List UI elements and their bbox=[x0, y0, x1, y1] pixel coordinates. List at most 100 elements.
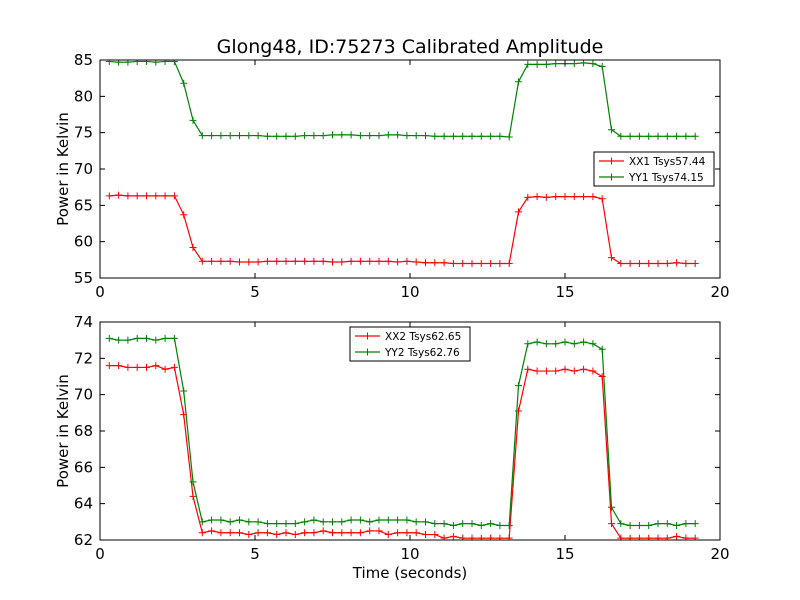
data-point bbox=[468, 259, 476, 267]
series-line bbox=[109, 60, 696, 138]
data-point bbox=[394, 516, 402, 524]
data-point bbox=[329, 258, 336, 266]
data-point bbox=[580, 365, 588, 373]
data-point bbox=[384, 531, 392, 539]
data-point bbox=[263, 529, 271, 537]
data-point bbox=[682, 132, 690, 140]
data-point bbox=[217, 529, 225, 537]
data-point bbox=[496, 132, 504, 140]
data-point bbox=[273, 531, 281, 539]
data-point bbox=[319, 257, 327, 265]
x-tick-label: 15 bbox=[555, 545, 574, 563]
data-point bbox=[422, 531, 429, 539]
x-tick-label: 5 bbox=[250, 545, 260, 563]
data-point bbox=[310, 516, 318, 524]
data-point bbox=[189, 492, 197, 500]
data-point bbox=[170, 363, 178, 371]
legend-marker bbox=[364, 348, 371, 356]
data-point bbox=[189, 478, 197, 486]
data-point bbox=[319, 518, 327, 526]
data-point bbox=[273, 132, 281, 140]
data-point bbox=[431, 531, 439, 539]
data-point bbox=[347, 516, 355, 524]
data-point bbox=[449, 532, 457, 540]
data-point bbox=[598, 195, 606, 203]
legend-marker bbox=[608, 173, 615, 181]
data-point bbox=[635, 259, 643, 267]
data-point bbox=[542, 193, 550, 201]
data-point bbox=[291, 520, 299, 528]
data-point bbox=[115, 362, 123, 370]
data-point bbox=[282, 257, 290, 265]
data-point bbox=[282, 520, 290, 528]
data-point bbox=[477, 132, 485, 140]
data-point bbox=[645, 259, 653, 267]
data-point bbox=[403, 257, 411, 265]
data-point bbox=[245, 531, 253, 539]
data-point bbox=[635, 534, 643, 540]
data-point bbox=[496, 521, 504, 529]
data-point bbox=[459, 132, 467, 140]
data-point bbox=[477, 534, 485, 540]
data-point bbox=[143, 363, 150, 371]
data-point bbox=[366, 527, 374, 535]
data-point bbox=[654, 132, 662, 140]
data-point bbox=[412, 258, 420, 266]
data-point bbox=[608, 126, 615, 134]
data-point bbox=[459, 520, 467, 528]
data-point bbox=[422, 518, 429, 526]
data-point bbox=[236, 132, 243, 140]
data-point bbox=[626, 259, 634, 267]
data-point bbox=[542, 367, 550, 375]
y-tick-label: 55 bbox=[74, 269, 93, 287]
data-point bbox=[515, 407, 522, 415]
data-point bbox=[580, 193, 588, 201]
data-point bbox=[105, 334, 113, 342]
series-1 bbox=[105, 191, 699, 267]
data-point bbox=[198, 257, 206, 265]
data-point bbox=[570, 340, 578, 348]
series-1 bbox=[105, 362, 699, 540]
data-point bbox=[459, 534, 467, 540]
data-point bbox=[124, 60, 132, 66]
data-point bbox=[580, 338, 588, 346]
data-point bbox=[152, 362, 160, 370]
y-tick-label: 64 bbox=[74, 495, 93, 513]
x-tick-label: 0 bbox=[95, 545, 105, 563]
data-point bbox=[691, 132, 699, 140]
data-point bbox=[515, 208, 522, 216]
data-point bbox=[626, 521, 634, 529]
data-point bbox=[273, 520, 281, 528]
data-point bbox=[533, 367, 541, 375]
data-point bbox=[561, 365, 569, 373]
data-point bbox=[356, 529, 364, 537]
data-point bbox=[691, 520, 699, 528]
data-point bbox=[570, 193, 578, 201]
x-tick-label: 5 bbox=[250, 283, 260, 301]
data-point bbox=[245, 132, 253, 140]
data-point bbox=[673, 521, 681, 529]
legend-label: YY2 Tsys62.76 bbox=[384, 347, 460, 359]
data-point bbox=[282, 529, 290, 537]
legend-marker bbox=[608, 157, 615, 165]
data-point bbox=[198, 529, 206, 537]
data-point bbox=[533, 338, 541, 346]
data-point bbox=[645, 534, 653, 540]
data-point bbox=[635, 521, 643, 529]
data-point bbox=[291, 132, 299, 140]
data-point bbox=[329, 131, 336, 139]
data-point bbox=[338, 518, 346, 526]
data-point bbox=[608, 520, 615, 528]
data-point bbox=[301, 132, 309, 140]
data-point bbox=[542, 60, 550, 68]
data-point bbox=[449, 259, 457, 267]
data-point bbox=[133, 363, 141, 371]
data-point bbox=[552, 193, 560, 201]
data-point bbox=[691, 259, 699, 267]
data-point bbox=[468, 132, 476, 140]
data-point bbox=[375, 132, 383, 140]
data-point bbox=[663, 520, 671, 528]
data-point bbox=[347, 529, 355, 537]
data-point bbox=[394, 529, 402, 537]
